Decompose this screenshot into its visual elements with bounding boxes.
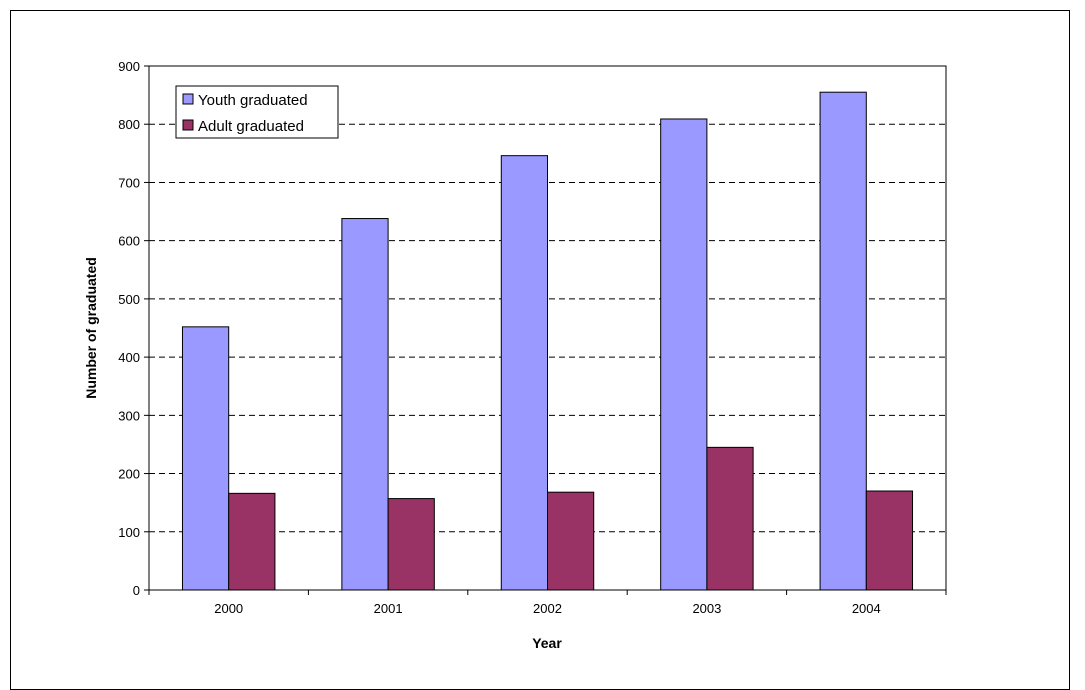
x-tick-label-2003: 2003 (692, 601, 721, 616)
youth-bar-2000 (181, 326, 230, 591)
y-tick-label-500: 500 (118, 292, 140, 307)
legend-swatch-adult (182, 119, 194, 131)
legend-swatch-youth (182, 93, 194, 105)
legend-label-adult: Adult graduated (198, 118, 304, 135)
legend: Youth graduated Adult graduated (175, 85, 339, 139)
y-tick-label-600: 600 (118, 234, 140, 249)
legend-label-youth: Youth graduated (198, 92, 308, 109)
adult-bar-2002 (547, 491, 595, 591)
y-tick-label-400: 400 (118, 350, 140, 365)
adult-bar-2001 (387, 498, 435, 591)
x-tick-label-2000: 2000 (214, 601, 243, 616)
adult-bar-2003 (706, 446, 754, 591)
youth-bar-2003 (660, 118, 708, 591)
y-tick-label-700: 700 (118, 175, 140, 190)
x-tick-label-2001: 2001 (374, 601, 403, 616)
x-axis-ticks: 2000 2001 2002 2003 2004 (148, 590, 947, 616)
y-tick-label-200: 200 (118, 467, 140, 482)
adult-bar-2004 (865, 490, 914, 591)
legend-box (175, 85, 339, 139)
youth-bar-2001 (341, 218, 389, 591)
x-tick-label-2002: 2002 (533, 601, 562, 616)
youth-bar-2004 (819, 91, 867, 591)
y-axis-title: Number of graduated (83, 257, 99, 399)
y-tick-label-0: 0 (133, 583, 140, 598)
y-axis-ticks: 0 100 200 300 400 500 600 700 800 900 (118, 59, 149, 598)
plot-border (148, 65, 947, 591)
adult-bar-2000 (228, 492, 276, 591)
y-tick-label-100: 100 (118, 525, 140, 540)
y-tick-label-800: 800 (118, 117, 140, 132)
y-tick-label-300: 300 (118, 408, 140, 423)
y-tick-label-900: 900 (118, 59, 140, 74)
x-tick-label-2004: 2004 (852, 601, 881, 616)
youth-bar-2002 (500, 155, 548, 591)
bars (181, 91, 914, 591)
x-axis-title: Year (532, 635, 562, 651)
